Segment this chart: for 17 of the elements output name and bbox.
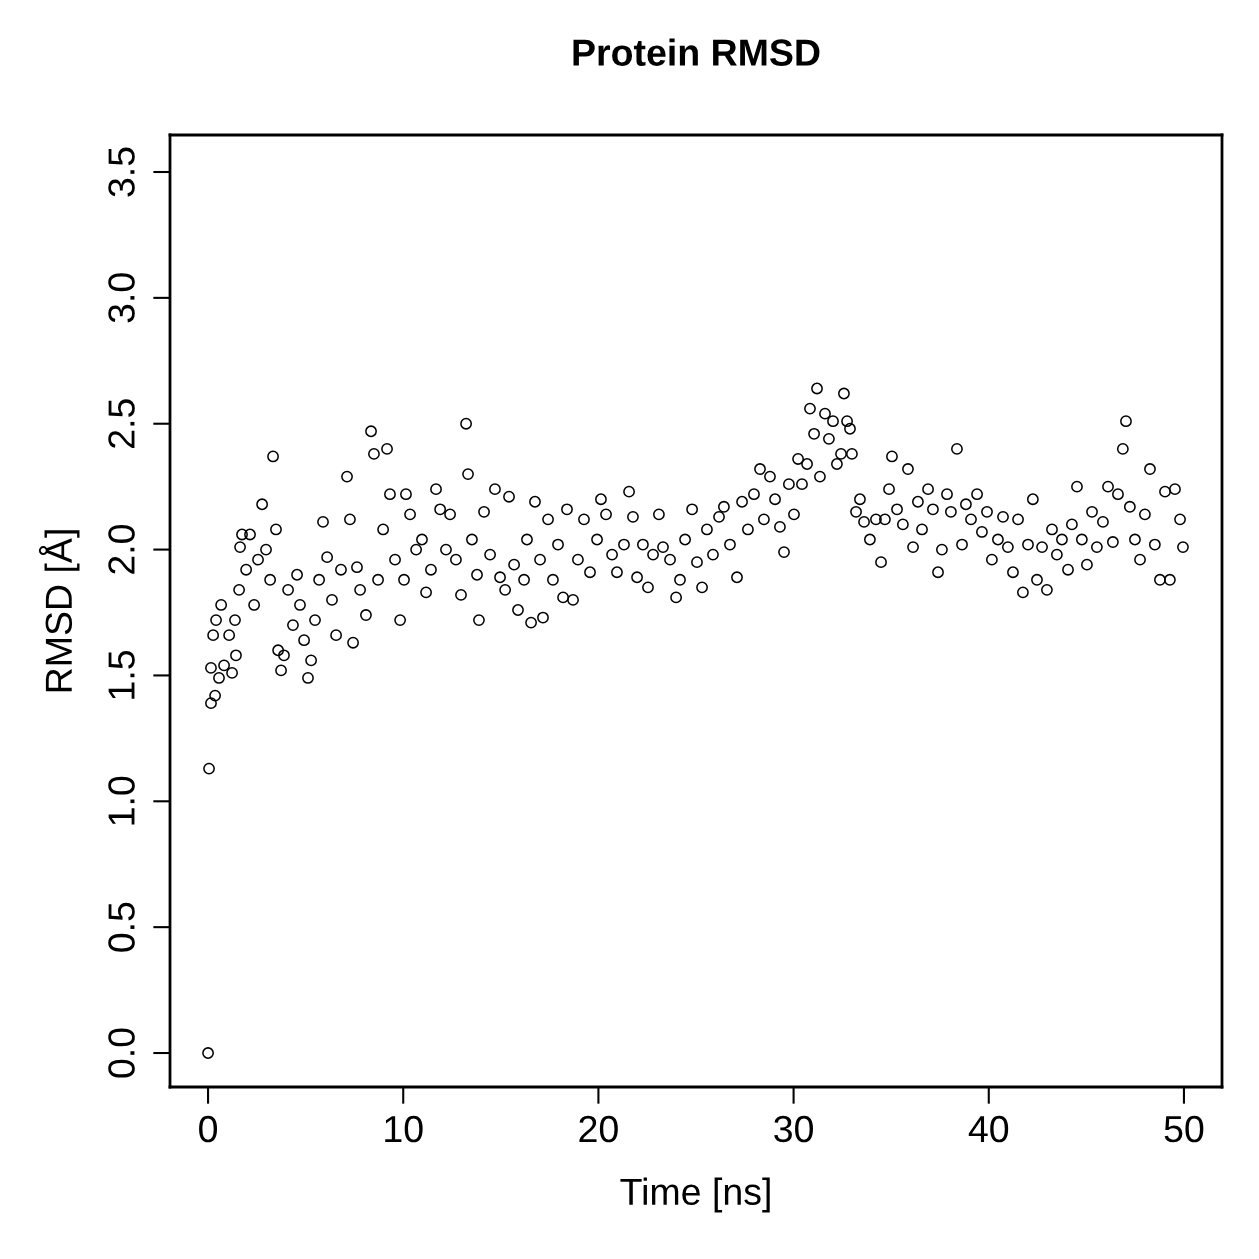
- x-tick-label: 30: [774, 1115, 813, 1143]
- y-tick-label: 3.5: [108, 147, 135, 197]
- y-axis-title: RMSD [Å]: [38, 530, 80, 692]
- x-tick-label: 20: [579, 1115, 618, 1143]
- x-axis-title: Time [ns]: [620, 1177, 770, 1213]
- y-tick-label: 1.0: [108, 776, 135, 825]
- y-tick-label: 2.0: [108, 524, 135, 574]
- chart-title: Protein RMSD: [573, 38, 820, 66]
- y-tick-label: 0.5: [108, 902, 135, 952]
- y-tick-label: 2.5: [108, 399, 135, 448]
- y-tick-label: 1.5: [108, 650, 135, 699]
- x-tick-label: 10: [385, 1115, 423, 1143]
- y-tick-label: 0.0: [108, 1028, 135, 1078]
- y-tick-label: 3.0: [108, 273, 135, 323]
- x-tick-label: 0: [199, 1115, 218, 1143]
- x-tick-label: 50: [1164, 1115, 1204, 1143]
- x-tick-label: 40: [968, 1115, 1009, 1143]
